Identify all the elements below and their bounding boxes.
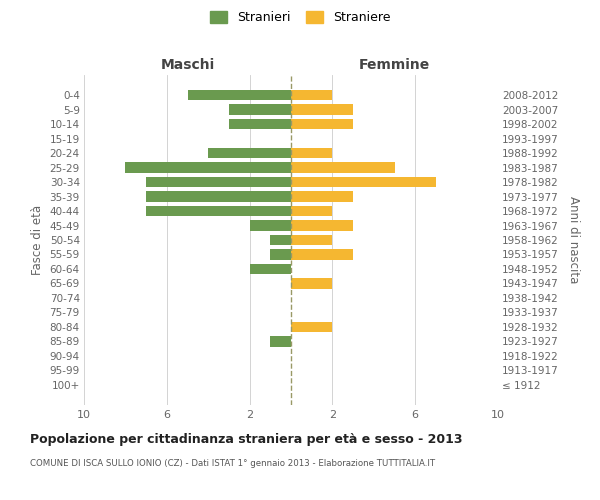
Bar — [229, 104, 291, 115]
Bar — [146, 192, 291, 202]
Y-axis label: Anni di nascita: Anni di nascita — [567, 196, 580, 284]
Bar — [291, 90, 332, 100]
Bar — [208, 148, 291, 158]
Bar — [187, 90, 291, 100]
Bar — [250, 264, 291, 274]
Bar — [271, 235, 291, 245]
Text: COMUNE DI ISCA SULLO IONIO (CZ) - Dati ISTAT 1° gennaio 2013 - Elaborazione TUTT: COMUNE DI ISCA SULLO IONIO (CZ) - Dati I… — [30, 459, 435, 468]
Bar — [291, 220, 353, 230]
Bar — [291, 119, 353, 129]
Bar — [291, 250, 353, 260]
Text: Femmine: Femmine — [359, 58, 430, 72]
Legend: Stranieri, Straniere: Stranieri, Straniere — [205, 6, 395, 29]
Bar — [146, 177, 291, 187]
Bar — [291, 192, 353, 202]
Bar — [291, 162, 395, 172]
Bar — [291, 206, 332, 216]
Bar — [291, 235, 332, 245]
Bar — [250, 220, 291, 230]
Bar — [291, 104, 353, 115]
Bar — [271, 250, 291, 260]
Y-axis label: Fasce di età: Fasce di età — [31, 205, 44, 275]
Bar — [291, 278, 332, 288]
Bar — [146, 206, 291, 216]
Text: Popolazione per cittadinanza straniera per età e sesso - 2013: Popolazione per cittadinanza straniera p… — [30, 432, 463, 446]
Bar — [291, 148, 332, 158]
Bar — [229, 119, 291, 129]
Bar — [125, 162, 291, 172]
Bar — [271, 336, 291, 346]
Bar — [291, 322, 332, 332]
Bar — [291, 177, 436, 187]
Text: Maschi: Maschi — [160, 58, 215, 72]
